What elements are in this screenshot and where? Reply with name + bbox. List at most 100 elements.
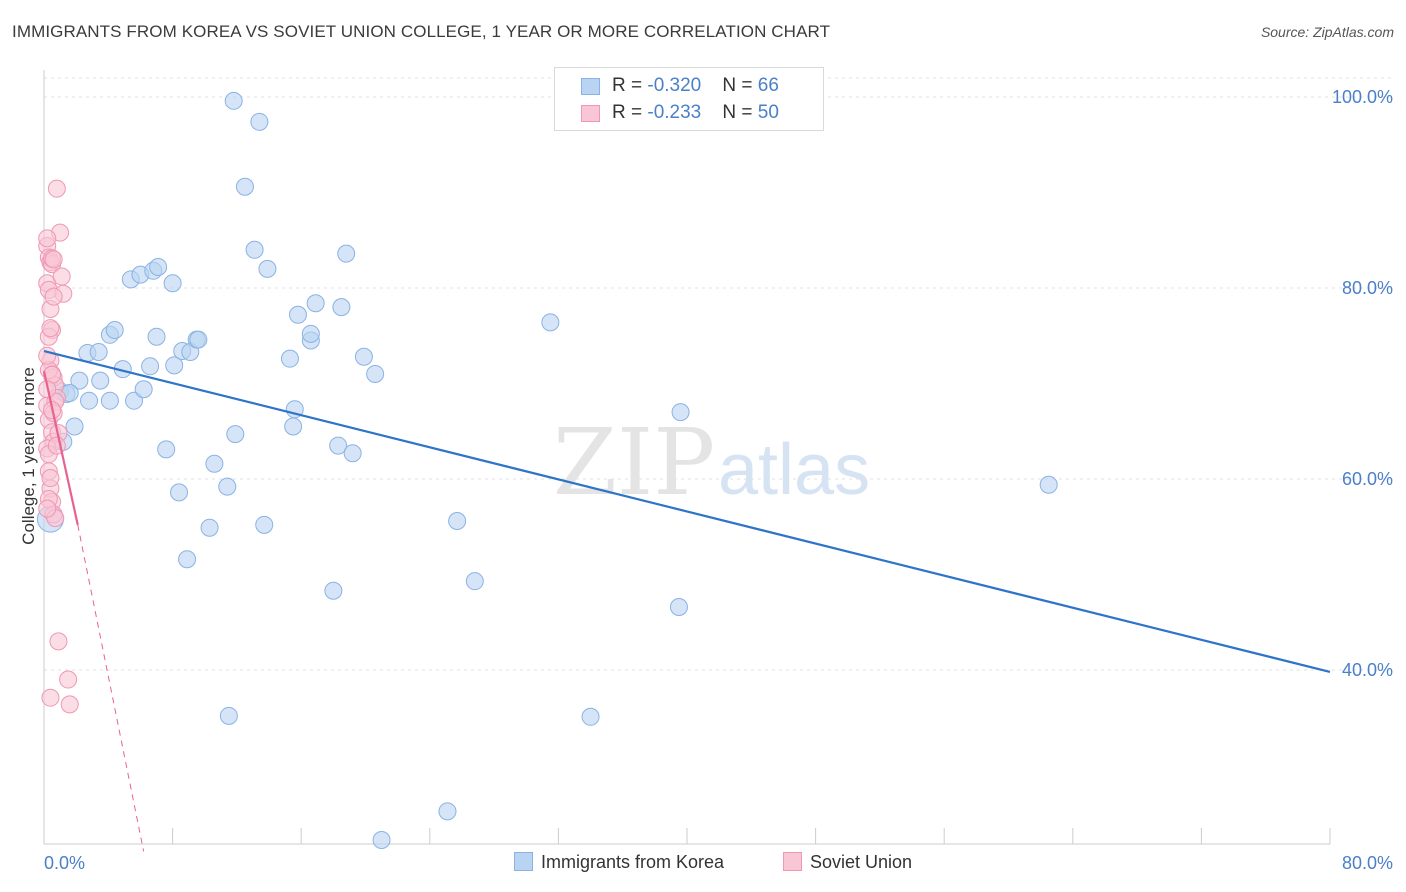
korea-point — [324, 581, 343, 600]
series-korea-points — [36, 91, 1058, 849]
korea-point — [250, 112, 269, 131]
korea-point — [100, 391, 119, 410]
korea-point — [366, 364, 385, 383]
soviet-point — [38, 499, 57, 518]
korea-point — [134, 380, 153, 399]
trend-lines — [42, 349, 1331, 852]
soviet-legend-label: Soviet Union — [810, 852, 913, 872]
y-tick-label: 40.0% — [1342, 660, 1393, 680]
korea-point — [354, 347, 373, 366]
korea-point — [306, 294, 325, 313]
korea-point — [89, 342, 108, 361]
korea-point — [438, 802, 457, 821]
soviet-point — [47, 179, 66, 198]
korea-point — [669, 597, 688, 616]
korea-point — [200, 518, 219, 537]
soviet-legend-swatch — [783, 852, 802, 871]
korea-point — [80, 391, 99, 410]
legend-r-value-korea: -0.320 — [647, 75, 702, 96]
bottom-legend-korea[interactable]: Immigrants from Korea — [514, 852, 724, 873]
soviet-point — [60, 695, 79, 714]
korea-point — [125, 391, 144, 410]
legend-n-value-korea: 66 — [757, 75, 779, 96]
korea-point — [255, 515, 274, 534]
legend-n-value-soviet: 50 — [757, 102, 779, 123]
soviet-point — [41, 319, 60, 338]
korea-point — [163, 274, 182, 293]
korea-point — [465, 572, 484, 591]
soviet-point — [44, 250, 63, 269]
x-tick-labels: 0.0% 80.0% — [44, 853, 1393, 873]
korea-point — [149, 257, 168, 276]
soviet-trend-line — [42, 370, 79, 526]
soviet-point — [41, 688, 60, 707]
korea-legend-swatch — [514, 852, 533, 871]
watermark-zip: ZIP — [553, 409, 715, 516]
soviet-point — [44, 287, 63, 306]
korea-point — [280, 349, 299, 368]
korea-point — [189, 330, 208, 349]
korea-point — [258, 259, 277, 278]
korea-point — [65, 417, 84, 436]
korea-point — [581, 707, 600, 726]
korea-point — [301, 324, 320, 343]
legend-r-label: R = — [612, 102, 648, 123]
korea-trend-line — [43, 349, 1331, 673]
soviet-point — [49, 632, 68, 651]
korea-point — [105, 321, 124, 340]
y-tick-label: 60.0% — [1342, 469, 1393, 489]
y-tick-label: 80.0% — [1342, 278, 1393, 298]
legend-r-value-soviet: -0.233 — [647, 102, 702, 123]
korea-point — [343, 444, 362, 463]
soviet-point — [52, 267, 71, 286]
soviet-swatch — [581, 105, 600, 122]
korea-point — [288, 305, 307, 324]
soviet-point — [47, 436, 66, 455]
korea-point — [245, 240, 264, 259]
korea-point — [226, 425, 245, 444]
korea-point — [178, 550, 197, 569]
soviet-point — [41, 469, 60, 488]
bottom-legend-soviet[interactable]: Soviet Union — [783, 852, 912, 873]
watermark-atlas: atlas — [718, 430, 870, 510]
korea-point — [329, 436, 348, 455]
soviet-trend-extension — [77, 524, 145, 852]
legend-n-label: N = — [722, 75, 758, 96]
x-tick-label: 0.0% — [44, 853, 85, 873]
korea-point — [448, 512, 467, 531]
korea-point — [337, 244, 356, 263]
korea-point — [671, 403, 690, 422]
y-tick-labels: 40.0% 60.0% 80.0% 100.0% — [1332, 87, 1393, 680]
korea-point — [218, 477, 237, 496]
korea-point — [541, 313, 560, 332]
x-tick-label: 80.0% — [1342, 853, 1393, 873]
chart-title: IMMIGRANTS FROM KOREA VS SOVIET UNION CO… — [12, 22, 831, 41]
legend-r-label: R = — [612, 75, 648, 96]
korea-swatch — [581, 78, 600, 95]
watermark: ZIP atlas — [553, 409, 870, 516]
korea-point — [284, 417, 303, 436]
source-credit: Source: ZipAtlas.com — [1260, 24, 1394, 40]
series-soviet-points — [38, 179, 79, 714]
y-axis-label: College, 1 year or more — [19, 367, 38, 545]
legend-n-label: N = — [722, 102, 758, 123]
korea-point — [70, 371, 89, 390]
soviet-point — [38, 229, 57, 248]
korea-point — [205, 454, 224, 473]
korea-point — [219, 706, 238, 725]
korea-point — [1039, 475, 1058, 494]
korea-point — [141, 357, 160, 376]
korea-point — [147, 327, 166, 346]
korea-point — [332, 298, 351, 317]
soviet-point — [59, 670, 78, 689]
grid-lines — [44, 77, 1392, 671]
correlation-legend: R = -0.320 N = 66 R = -0.233 N = 50 — [554, 67, 824, 131]
korea-point — [91, 371, 110, 390]
korea-legend-label: Immigrants from Korea — [541, 852, 725, 872]
korea-point — [157, 440, 176, 459]
korea-point — [224, 91, 243, 110]
korea-point — [170, 483, 189, 502]
y-tick-label: 100.0% — [1332, 87, 1393, 107]
korea-point — [235, 177, 254, 196]
